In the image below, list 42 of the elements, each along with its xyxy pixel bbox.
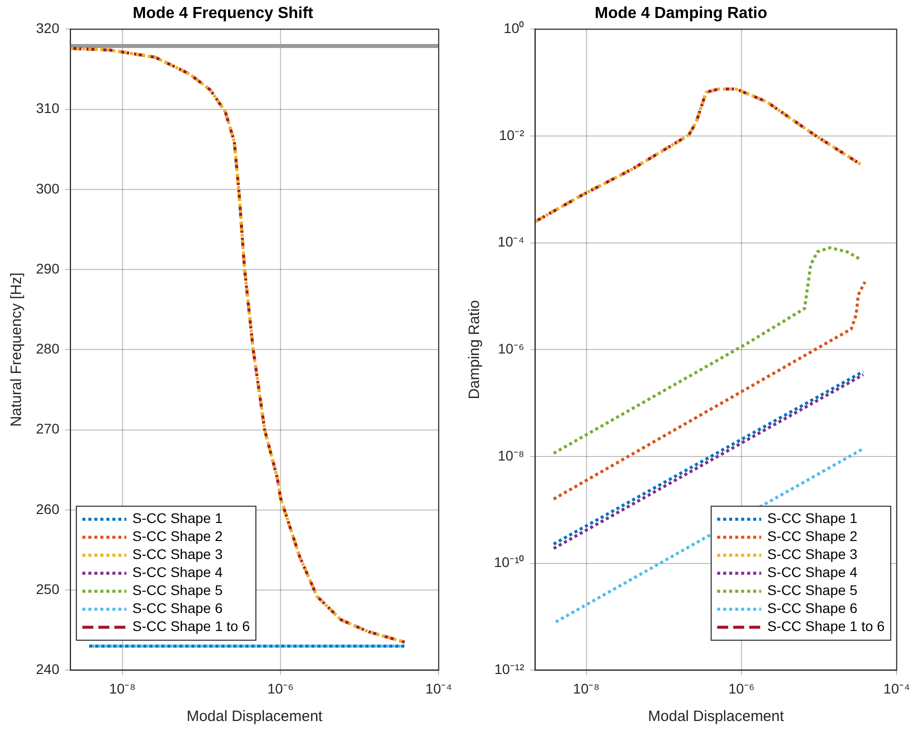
legend-label: S-CC Shape 3 [132, 546, 223, 562]
legend-label: S-CC Shape 5 [767, 582, 858, 598]
y-tick-label: 270 [36, 420, 60, 437]
x-tick-label: 10⁻⁸ [573, 680, 600, 696]
legend-label: S-CC Shape 4 [767, 564, 858, 580]
x-tick-label: 10⁻⁴ [883, 680, 910, 696]
y-tick-label: 280 [36, 340, 60, 357]
legend-label: S-CC Shape 1 [132, 510, 223, 526]
y-tick-label: 260 [36, 500, 60, 517]
y-tick-label: 10⁻⁶ [498, 340, 524, 357]
legend-label: S-CC Shape 1 to 6 [132, 618, 250, 634]
legend-label: S-CC Shape 6 [132, 600, 223, 616]
chart-title: Mode 4 Damping Ratio [594, 5, 768, 22]
legend-label: S-CC Shape 1 [767, 510, 858, 526]
y-tick-label: 310 [36, 100, 60, 116]
y-tick-label: 10⁻² [499, 126, 525, 143]
x-tick-label: 10⁻⁶ [728, 680, 755, 696]
legend-label: S-CC Shape 3 [767, 546, 858, 562]
legend-label: S-CC Shape 2 [767, 528, 858, 544]
y-tick-label: 300 [36, 180, 60, 196]
legend-label: S-CC Shape 5 [132, 582, 223, 598]
y-tick-label: 10⁻¹² [494, 661, 525, 678]
chart-title: Mode 4 Frequency Shift [132, 5, 314, 22]
y-tick-label: 320 [36, 20, 60, 36]
x-axis-title: Modal Displacement [648, 708, 785, 726]
x-tick-label: 10⁻⁶ [267, 680, 294, 696]
y-tick-label: 290 [36, 260, 60, 276]
y-axis-title: Damping Ratio [466, 300, 484, 400]
y-tick-label: 10⁻¹⁰ [494, 554, 524, 570]
legend-label: S-CC Shape 6 [767, 600, 858, 616]
y-axis-title: Natural Frequency [Hz] [8, 272, 26, 427]
x-axis-title: Modal Displacement [186, 708, 324, 726]
y-tick-label: 10⁻⁴ [498, 234, 524, 250]
x-tick-label: 10⁻⁸ [109, 680, 136, 696]
y-tick-label: 10⁰ [504, 20, 524, 36]
legend-label: S-CC Shape 4 [132, 564, 223, 580]
legend-label: S-CC Shape 2 [132, 528, 223, 544]
x-tick-label: 10⁻⁴ [425, 680, 452, 696]
legend-label: S-CC Shape 1 to 6 [767, 618, 885, 634]
y-tick-label: 10⁻⁸ [498, 447, 524, 464]
y-tick-label: 240 [36, 661, 60, 678]
y-tick-label: 250 [36, 580, 60, 597]
